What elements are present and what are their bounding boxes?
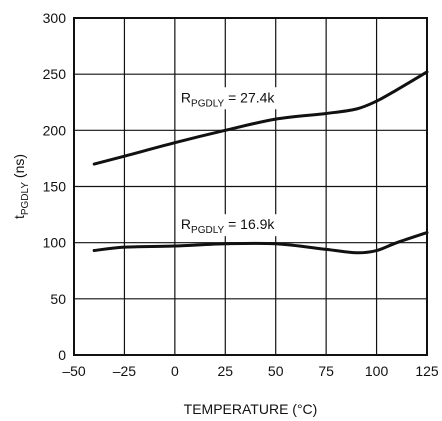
series-label-value: = 16.9k [224,216,275,232]
y-tick-label: 250 [43,66,67,82]
x-tick-label: 25 [217,363,233,379]
series-label-2: RPGDLY = 16.9k [181,216,276,236]
grid-layer [74,18,427,355]
y-tick-label: 50 [50,291,66,307]
x-tick-label: 75 [318,363,334,379]
plot-frame [73,17,428,356]
y-axis-title: tPGDLY (ns) [11,154,31,219]
y-tick-label: 0 [58,347,66,363]
series-label-main: R [181,216,191,232]
series-label-bg-2 [176,214,311,237]
y-tick-label: 150 [43,179,67,195]
y-axis-title-sub: PGDLY [20,182,31,215]
series-line-2 [92,231,429,255]
y-tick-label: 300 [43,10,67,26]
x-axis-title: TEMPERATURE (°C) [184,401,318,417]
series-label-main: R [181,89,191,105]
x-tick-label: 100 [365,363,389,379]
x-tick-label: 50 [268,363,284,379]
series-label-value: = 27.4k [224,89,275,105]
x-tick-label: 0 [171,363,179,379]
series-label-1: RPGDLY = 27.4k [181,89,276,109]
series-layer [92,70,429,255]
x-tick-label: –25 [113,363,137,379]
ticks-layer: –50 –25 0 25 50 75 100 125 0 50 100 150 200 250 300 [43,10,439,379]
x-tick-label: –50 [62,363,86,379]
series-label-sub: PGDLY [191,225,224,236]
series-line-1 [92,70,429,166]
y-axis-title-main: t [11,215,27,219]
y-tick-label: 200 [43,122,67,138]
x-tick-label: 125 [415,363,439,379]
series-label-sub: PGDLY [191,98,224,109]
series-label-bg-1 [176,87,311,110]
y-axis-title-unit: (ns) [11,154,27,182]
y-tick-label: 100 [43,235,67,251]
